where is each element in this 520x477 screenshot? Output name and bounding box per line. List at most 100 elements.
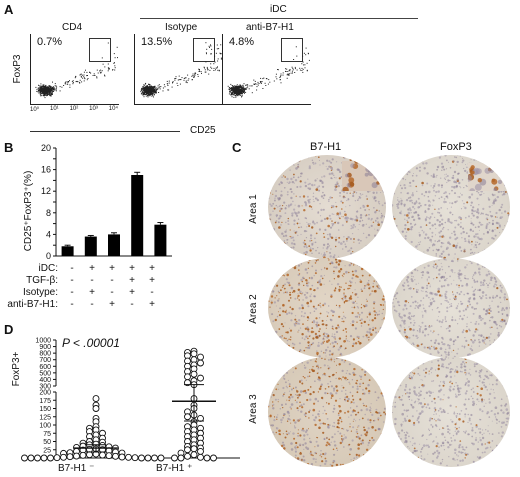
nucleus <box>337 241 341 244</box>
flow-event <box>288 74 290 76</box>
nucleus <box>319 453 322 456</box>
tma-core-foxp3-area2 <box>392 258 510 358</box>
nucleus <box>298 342 301 345</box>
flow-event <box>147 90 149 92</box>
flow-event <box>183 78 185 79</box>
stained-cell <box>268 324 271 328</box>
nucleus <box>289 169 291 171</box>
nucleus <box>427 217 429 219</box>
nucleus <box>446 175 449 177</box>
stained-cell <box>373 310 376 313</box>
nucleus <box>329 217 332 220</box>
nucleus <box>422 290 424 292</box>
stained-cell <box>337 412 340 415</box>
nucleus <box>318 378 321 382</box>
nucleus <box>409 155 411 157</box>
flow-event <box>232 86 234 88</box>
flow-event <box>230 90 232 92</box>
flow-event <box>41 93 43 95</box>
nucleus <box>497 305 500 308</box>
nucleus <box>378 202 380 204</box>
flow-event <box>211 48 213 50</box>
flow-event <box>200 71 202 73</box>
nucleus <box>305 245 307 247</box>
flow-event <box>52 89 54 90</box>
nucleus <box>470 222 472 225</box>
flow-event <box>268 79 270 81</box>
stained-cell <box>360 267 364 271</box>
nucleus <box>354 282 356 284</box>
nucleus <box>384 164 386 166</box>
nucleus <box>454 200 457 204</box>
flow-event <box>303 64 305 66</box>
flow-event <box>44 94 46 95</box>
flow-event <box>167 89 169 91</box>
nucleus <box>268 157 270 160</box>
nucleus <box>424 190 428 194</box>
flow-event <box>191 79 193 80</box>
nucleus <box>393 170 397 173</box>
nucleus <box>369 406 371 408</box>
nucleus <box>428 276 430 279</box>
nucleus <box>284 255 287 258</box>
flow-event <box>46 95 48 97</box>
nucleus <box>444 272 447 274</box>
nucleus <box>304 268 308 271</box>
nucleus <box>374 248 376 250</box>
flow-event <box>146 93 148 95</box>
flow-event <box>217 60 219 62</box>
stained-cell <box>280 323 283 326</box>
nucleus <box>472 210 475 213</box>
nucleus <box>506 276 509 279</box>
stained-cell <box>273 351 276 353</box>
stained-cell <box>360 157 362 160</box>
nucleus <box>370 224 373 227</box>
nucleus <box>332 346 335 348</box>
nucleus <box>277 198 280 201</box>
stained-cell <box>454 298 456 301</box>
nucleus <box>360 325 363 327</box>
flow-event <box>289 69 291 70</box>
flow-event <box>301 70 303 71</box>
nucleus <box>300 304 304 307</box>
flow-event <box>151 90 153 92</box>
flow-event <box>242 89 244 91</box>
nucleus <box>398 242 400 244</box>
nucleus <box>428 217 431 220</box>
flow-event <box>260 81 262 83</box>
nucleus <box>457 155 459 156</box>
stained-cell <box>368 209 370 211</box>
nucleus <box>308 166 311 170</box>
nucleus <box>456 236 459 239</box>
stained-cell <box>334 287 337 290</box>
nucleus <box>431 309 433 311</box>
nucleus <box>423 346 426 349</box>
stained-cell <box>384 350 386 352</box>
nucleus <box>421 184 424 187</box>
nucleus <box>282 416 284 419</box>
stained-cell <box>466 201 469 204</box>
nucleus <box>408 354 411 356</box>
flow-event <box>45 86 47 88</box>
nucleus <box>461 237 463 239</box>
nucleus <box>412 192 414 194</box>
stained-cell <box>368 287 371 290</box>
nucleus <box>462 157 464 159</box>
nucleus <box>374 328 376 330</box>
nucleus <box>356 405 358 408</box>
nucleus <box>360 288 363 291</box>
stained-cell <box>306 280 308 282</box>
nucleus <box>476 255 478 257</box>
nucleus <box>278 264 281 266</box>
flow-event <box>162 87 164 89</box>
stained-cell <box>298 299 300 301</box>
flow-event <box>243 92 245 94</box>
nucleus <box>421 343 424 345</box>
nucleus <box>500 267 502 269</box>
flow-event <box>43 88 44 89</box>
nucleus <box>372 342 375 345</box>
nucleus <box>440 196 443 198</box>
nucleus <box>426 249 430 252</box>
flow-event <box>197 75 199 77</box>
flow-event <box>244 90 246 92</box>
